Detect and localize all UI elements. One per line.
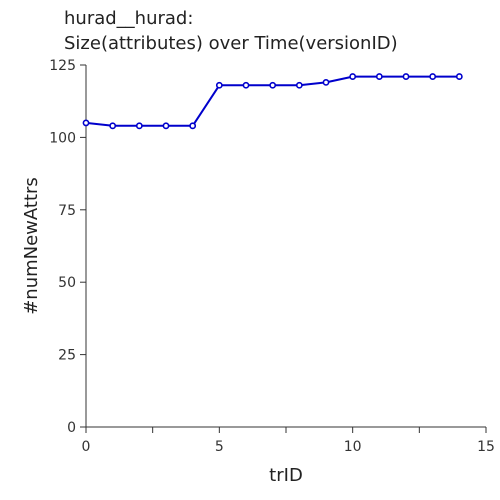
x-tick-label: 5 [215, 439, 224, 455]
data-point [135, 122, 143, 130]
chart-title-line-1: hurad__hurad: [64, 8, 194, 29]
data-point [215, 81, 223, 89]
chart-axes [85, 65, 486, 428]
x-axis-ticks: 0 5 10 15 [82, 427, 495, 455]
data-point [269, 81, 277, 89]
y-tick-label: 50 [58, 275, 76, 291]
y-axis-ticks: 0 25 50 75 100 125 [49, 58, 86, 436]
data-point [349, 73, 357, 80]
data-point [189, 122, 197, 130]
chart-title-line-2: Size(attributes) over Time(versionID) [64, 33, 398, 54]
x-tick-label: 0 [82, 439, 91, 455]
y-axis-label: #numNewAttrs [21, 177, 42, 315]
data-point [162, 122, 170, 130]
y-tick-label: 100 [49, 130, 76, 146]
y-tick-label: 75 [58, 203, 76, 219]
y-tick-label: 25 [58, 348, 76, 364]
data-point [322, 78, 330, 86]
y-tick-label: 0 [67, 420, 76, 436]
data-point [375, 73, 383, 80]
data-point [242, 81, 250, 89]
data-point [295, 81, 303, 89]
series-layer [82, 73, 463, 130]
x-tick-label: 10 [344, 439, 362, 455]
data-point [82, 119, 90, 127]
x-axis-label: trID [269, 465, 303, 486]
data-point [402, 73, 410, 80]
y-tick-label: 125 [49, 58, 76, 74]
chart-title: hurad__hurad: Size(attributes) over Time… [64, 6, 398, 56]
x-tick-label: 15 [477, 439, 495, 455]
data-point [429, 73, 437, 80]
data-point [455, 73, 463, 80]
data-point [109, 122, 117, 130]
